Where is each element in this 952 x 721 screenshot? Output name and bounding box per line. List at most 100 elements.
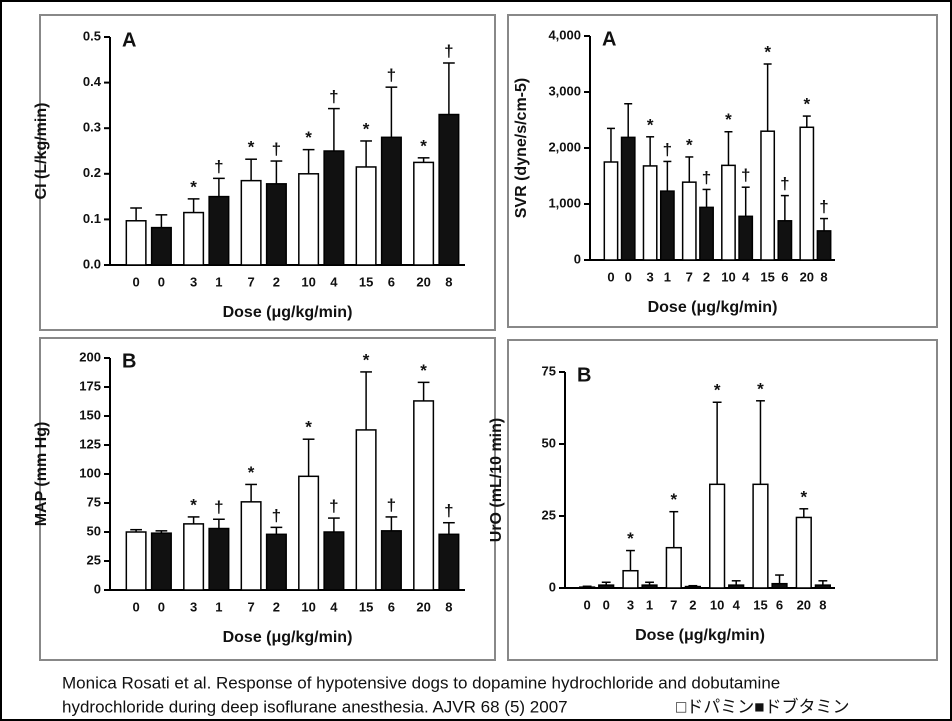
significance-marker: †: [272, 506, 281, 525]
significance-marker: *: [248, 463, 255, 482]
y-tick-label: 1,000: [548, 195, 581, 210]
x-tick-label: 3: [190, 274, 197, 289]
y-tick-label: 4,000: [548, 27, 581, 42]
significance-marker: *: [190, 177, 197, 196]
y-axis-label: SVR (dyne/s/cm-5): [513, 78, 530, 218]
bar: [438, 533, 460, 591]
bar: [355, 166, 377, 266]
x-axis-label: Dose (μg/kg/min): [635, 627, 765, 644]
x-tick-label: 7: [247, 274, 254, 289]
bar: [240, 501, 262, 591]
significance-marker: *: [420, 361, 427, 380]
significance-marker: †: [329, 87, 338, 106]
bar: [642, 165, 658, 261]
significance-marker: *: [305, 418, 312, 437]
bar: [208, 195, 230, 266]
y-tick-label: 0: [94, 581, 101, 596]
x-tick-label: 0: [132, 599, 139, 614]
panel-letter: B: [577, 364, 591, 386]
significance-marker: †: [387, 495, 396, 514]
bar: [380, 136, 402, 266]
x-tick-label: 0: [158, 274, 165, 289]
bar: [183, 523, 205, 591]
significance-marker: *: [714, 381, 721, 400]
significance-marker: †: [741, 166, 750, 185]
significance-marker: †: [780, 174, 789, 193]
significance-marker: †: [329, 497, 338, 516]
bar: [265, 183, 287, 266]
x-axis-label: Dose (μg/kg/min): [648, 299, 778, 316]
significance-marker: *: [725, 110, 732, 129]
bar: [760, 130, 776, 261]
bar: [150, 532, 172, 591]
y-tick-label: 0: [549, 579, 556, 594]
bar: [699, 206, 714, 261]
x-tick-label: 0: [158, 599, 165, 614]
significance-marker: †: [214, 157, 223, 176]
bar: [355, 429, 377, 591]
y-axis-label: CI (L/kg/min): [33, 103, 50, 200]
bar: [125, 220, 147, 266]
bar: [150, 226, 172, 266]
x-tick-label: 2: [273, 274, 280, 289]
x-tick-label: 20: [797, 597, 811, 612]
x-tick-label: 0: [607, 269, 614, 284]
panel-frame: [39, 14, 496, 331]
x-tick-label: 10: [710, 597, 724, 612]
x-tick-label: 0: [584, 597, 591, 612]
caption-line: hydrochloride during deep isoflurane ane…: [62, 697, 568, 716]
x-tick-label: 0: [603, 597, 610, 612]
y-tick-label: 50: [542, 435, 556, 450]
bar: [298, 475, 320, 591]
bar: [777, 220, 793, 261]
x-tick-label: 0: [625, 269, 632, 284]
x-tick-label: 15: [753, 597, 767, 612]
x-tick-label: 4: [330, 599, 338, 614]
bar: [641, 584, 658, 589]
significance-marker: *: [627, 529, 634, 548]
bar: [622, 569, 639, 589]
significance-marker: *: [800, 487, 807, 506]
bar: [183, 211, 205, 266]
significance-marker: *: [363, 350, 370, 369]
x-tick-label: 7: [247, 599, 254, 614]
x-tick-label: 10: [301, 274, 315, 289]
y-tick-label: 2,000: [548, 139, 581, 154]
bar: [380, 530, 402, 591]
significance-marker: *: [363, 119, 370, 138]
bar: [413, 161, 435, 266]
y-tick-label: 0.2: [83, 165, 101, 180]
significance-marker: *: [190, 495, 197, 514]
panel-frame: [39, 337, 496, 661]
x-tick-label: 8: [445, 274, 452, 289]
x-tick-label: 1: [664, 269, 671, 284]
bar: [603, 161, 619, 261]
significance-marker: †: [387, 66, 396, 85]
bar: [721, 164, 736, 261]
x-tick-label: 15: [359, 274, 373, 289]
x-tick-label: 6: [781, 269, 788, 284]
x-tick-label: 4: [742, 269, 750, 284]
bar: [738, 215, 754, 261]
x-tick-label: 8: [819, 597, 826, 612]
significance-marker: †: [214, 498, 223, 517]
y-tick-label: 0.1: [83, 211, 101, 226]
bar: [298, 173, 320, 266]
x-tick-label: 20: [800, 269, 814, 284]
y-tick-label: 3,000: [548, 83, 581, 98]
y-tick-label: 75: [87, 494, 101, 509]
x-tick-label: 2: [689, 597, 696, 612]
panel-letter: A: [122, 29, 136, 51]
bar: [598, 584, 615, 589]
x-tick-label: 7: [686, 269, 693, 284]
bar: [681, 181, 697, 261]
significance-marker: *: [686, 135, 693, 154]
x-tick-label: 3: [190, 599, 197, 614]
significance-marker: *: [670, 490, 677, 509]
bar: [579, 586, 596, 589]
y-tick-label: 0.3: [83, 120, 101, 135]
x-tick-label: 3: [647, 269, 654, 284]
bar: [814, 584, 831, 589]
